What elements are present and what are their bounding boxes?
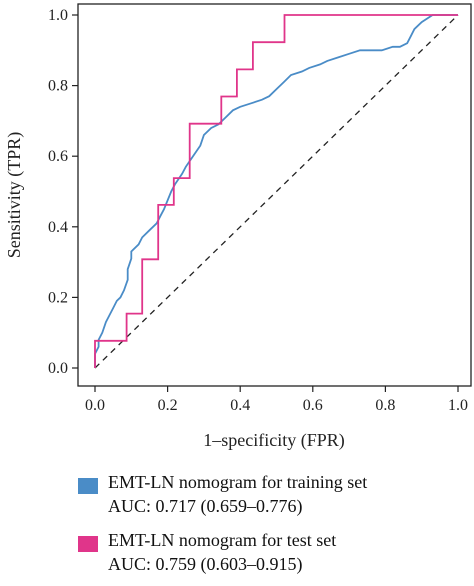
plot-frame — [77, 3, 472, 387]
x-axis: 0.0 0.2 0.4 0.6 0.8 1.0 — [85, 386, 468, 414]
legend-label-training: EMT-LN nomogram for training set — [108, 472, 368, 492]
legend-swatch-training — [78, 478, 98, 494]
reference-diagonal-line — [94, 14, 459, 369]
x-tick-label: 0.2 — [158, 397, 178, 414]
training-roc-curve — [94, 14, 458, 368]
y-tick-label: 0.8 — [48, 78, 68, 95]
y-tick-label: 0.0 — [48, 360, 68, 377]
y-tick-label: 1.0 — [48, 7, 68, 24]
y-axis-title: Sensitivity (TPR) — [4, 132, 25, 259]
x-axis-title: 1–specificity (FPR) — [203, 430, 345, 451]
legend-entry-training: EMT-LN nomogram for training set AUC: 0.… — [78, 470, 468, 522]
auc-label-training: AUC: 0.717 (0.659–0.776) — [108, 496, 303, 516]
x-tick-label: 0.4 — [230, 397, 250, 414]
y-tick-label: 0.2 — [48, 289, 68, 306]
x-tick-label: 0.8 — [375, 397, 395, 414]
legend: EMT-LN nomogram for training set AUC: 0.… — [78, 470, 468, 586]
x-tick-label: 0.6 — [303, 397, 323, 414]
x-tick-label: 1.0 — [448, 397, 468, 414]
roc-chart: 0.0 0.2 0.4 0.6 0.8 1.0 0.0 0.2 0.4 0.6 0.8 1.0 1–… — [4, 3, 472, 451]
x-tick-label: 0.0 — [85, 397, 105, 414]
auc-label-test: AUC: 0.759 (0.603–0.915) — [108, 554, 303, 574]
series-layer — [94, 14, 458, 368]
test-roc-curve — [94, 14, 458, 368]
legend-entry-test: EMT-LN nomogram for test set AUC: 0.759 … — [78, 528, 468, 580]
legend-label-test: EMT-LN nomogram for test set — [108, 530, 337, 550]
legend-swatch-test — [78, 536, 98, 552]
y-axis: 0.0 0.2 0.4 0.6 0.8 1.0 — [48, 7, 78, 377]
y-tick-label: 0.4 — [48, 219, 68, 236]
y-tick-label: 0.6 — [48, 148, 68, 165]
